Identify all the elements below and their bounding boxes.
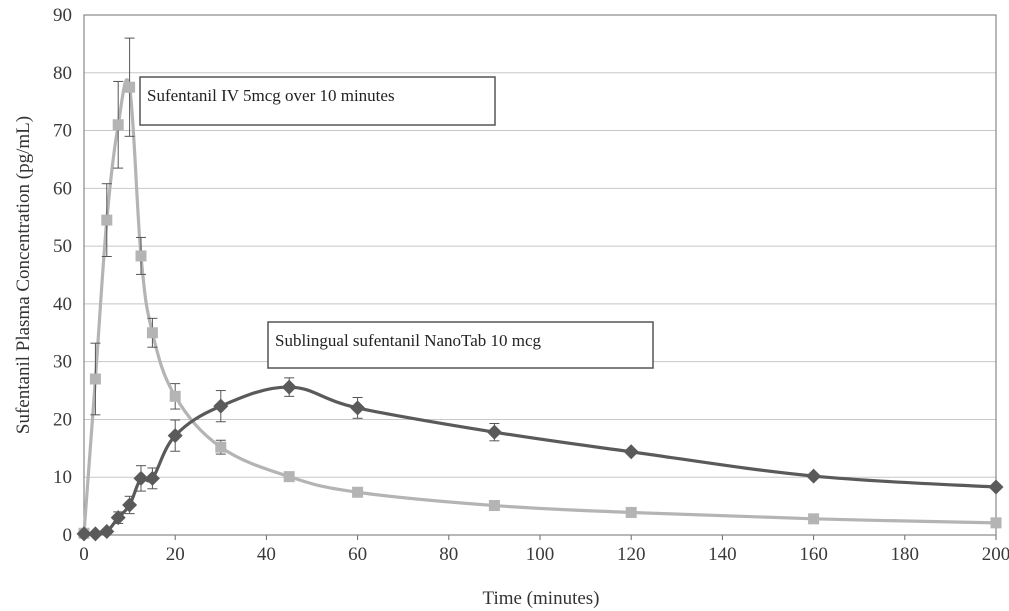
series [76, 37, 1004, 542]
y-tick-label: 60 [53, 178, 72, 199]
data-point [169, 390, 181, 402]
data-point [350, 400, 366, 416]
data-point [87, 526, 103, 542]
y-axis-title: Sufentanil Plasma Concentration (pg/mL) [13, 116, 34, 434]
x-tick-label: 140 [708, 544, 737, 565]
x-tick-label: 200 [982, 544, 1009, 565]
annotation-iv-label: Sufentanil IV 5mcg over 10 minutes [147, 86, 395, 105]
data-point [806, 468, 822, 484]
x-tick-label: 80 [439, 544, 458, 565]
data-point [146, 327, 158, 339]
x-tick-label: 40 [257, 544, 276, 565]
plot-frame [83, 14, 997, 536]
annotation-sublingual-box [267, 321, 654, 369]
series-1 [76, 377, 1004, 542]
data-point [488, 500, 500, 512]
data-point [135, 250, 147, 262]
y-tick-label: 30 [53, 352, 72, 373]
series-line [82, 78, 998, 535]
data-point [99, 524, 115, 540]
x-axis-title: Time (minutes) [483, 588, 600, 609]
x-tick-label: 20 [166, 544, 185, 565]
annotation-sublingual-label: Sublingual sufentanil NanoTab 10 mcg [275, 331, 542, 350]
data-point [101, 214, 113, 226]
data-point [76, 526, 92, 542]
x-tick-label: 120 [617, 544, 646, 565]
data-point [625, 506, 637, 518]
data-point [990, 517, 1002, 529]
x-tick-label: 0 [79, 544, 89, 565]
data-point [623, 444, 639, 460]
data-point [213, 398, 229, 414]
data-point [281, 379, 297, 395]
x-tick-label: 180 [891, 544, 920, 565]
y-tick-label: 70 [53, 121, 72, 142]
data-point [988, 479, 1004, 495]
y-tick-label: 0 [63, 525, 73, 546]
data-point [352, 486, 364, 498]
y-tick-label: 90 [53, 5, 72, 26]
x-tick-label: 160 [799, 544, 828, 565]
y-tick-label: 80 [53, 63, 72, 84]
data-point [110, 510, 126, 526]
x-tick-label: 60 [348, 544, 367, 565]
data-point [808, 513, 820, 525]
annotations: Sufentanil IV 5mcg over 10 minutes Subli… [139, 76, 654, 369]
x-tick-label: 100 [526, 544, 555, 565]
data-point [215, 441, 227, 453]
data-point [89, 373, 101, 385]
data-point [167, 428, 183, 444]
data-point [133, 470, 149, 486]
data-point [486, 424, 502, 440]
data-point [283, 471, 295, 483]
axes: 0 10 20 30 40 50 60 70 80 90 0 20 40 60 80 100 120 140 160… [53, 5, 1009, 565]
data-point [144, 470, 160, 486]
annotation-iv-box [139, 76, 496, 126]
y-tick-label: 50 [53, 236, 72, 257]
y-tick-label: 40 [53, 294, 72, 315]
y-tick-label: 10 [53, 467, 72, 488]
data-point [122, 497, 138, 513]
y-tick-label: 20 [53, 409, 72, 430]
data-point [112, 119, 124, 131]
series-0 [78, 37, 1002, 539]
data-point [124, 81, 136, 93]
